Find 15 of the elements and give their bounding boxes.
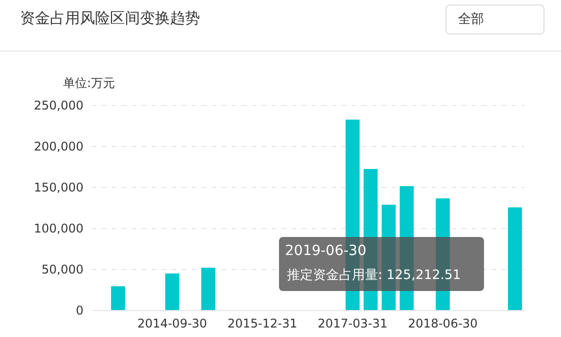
y-axis-title: 单位:万元 (63, 76, 116, 90)
x-tick-label: 2015-12-31 (228, 316, 298, 330)
y-tick-label: 150,000 (34, 180, 84, 194)
chart-title: 资金占用风险区间变换趋势 (20, 9, 200, 27)
x-tick-label: 2014-09-30 (137, 316, 208, 330)
x-tick-label: 2018-06-30 (408, 316, 478, 330)
y-tick-label: 200,000 (34, 140, 84, 154)
y-tick-label: 50,000 (42, 262, 84, 276)
text: 全部 (458, 12, 484, 27)
y-tick-label: 250,000 (34, 98, 84, 112)
x-tick-label: 2017-03-31 (318, 316, 388, 330)
y-tick-label: 0 (76, 304, 84, 318)
annotation: 2019-06-30 (285, 243, 366, 259)
y-tick-label: 100,000 (34, 222, 84, 236)
text: 推定资金占用量: 125,212.51 (287, 268, 461, 283)
